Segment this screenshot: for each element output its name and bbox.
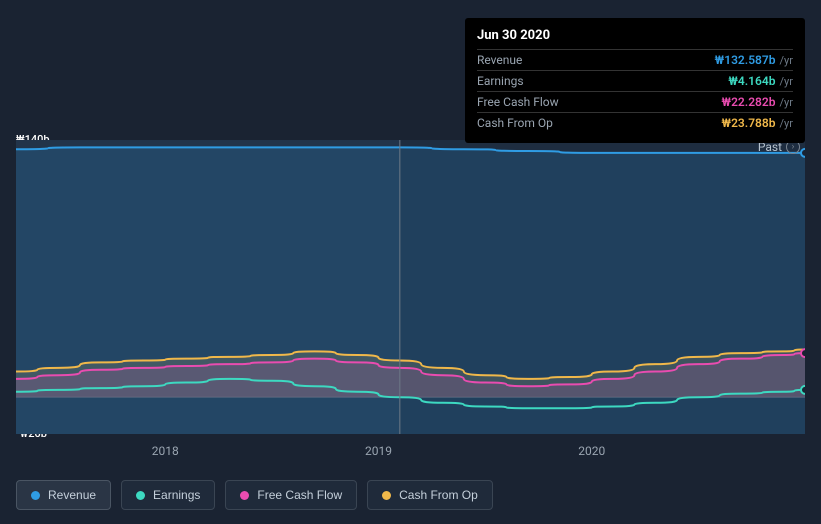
legend-item-label: Revenue	[48, 488, 96, 502]
tooltip-metric-value: ₩23.788b/yr	[722, 116, 793, 130]
legend-item-label: Cash From Op	[399, 488, 478, 502]
legend-item-revenue[interactable]: Revenue	[16, 480, 111, 510]
chart-tooltip: Jun 30 2020 Revenue ₩132.587b/yr Earnings ₩…	[465, 18, 805, 143]
tooltip-metric-value: ₩132.587b/yr	[715, 53, 793, 67]
legend-dot-icon	[136, 491, 145, 500]
tooltip-metric-value: ₩4.164b/yr	[728, 74, 793, 88]
tooltip-row: Revenue ₩132.587b/yr	[477, 49, 793, 70]
tooltip-metric-label: Revenue	[477, 53, 522, 67]
tooltip-row: Free Cash Flow ₩22.282b/yr	[477, 91, 793, 112]
tooltip-row: Cash From Op ₩23.788b/yr	[477, 112, 793, 133]
tooltip-row: Earnings ₩4.164b/yr	[477, 70, 793, 91]
legend-item-label: Free Cash Flow	[257, 488, 342, 502]
legend-dot-icon	[382, 491, 391, 500]
tooltip-metric-label: Cash From Op	[477, 116, 553, 130]
legend-item-earnings[interactable]: Earnings	[121, 480, 215, 510]
x-tick-label: 2019	[365, 444, 392, 458]
legend-dot-icon	[31, 491, 40, 500]
tooltip-metric-label: Earnings	[477, 74, 524, 88]
chart-legend: Revenue Earnings Free Cash Flow Cash From O…	[16, 480, 493, 510]
x-tick-label: 2020	[578, 444, 605, 458]
chart-container: ₩140b₩0-₩20b Past › 201820192020	[16, 120, 805, 464]
chart-plot[interactable]	[16, 140, 805, 434]
tooltip-date: Jun 30 2020	[477, 28, 793, 49]
tooltip-metric-label: Free Cash Flow	[477, 95, 559, 109]
legend-dot-icon	[240, 491, 249, 500]
legend-item-label: Earnings	[153, 488, 200, 502]
x-axis-labels: 2018 2019 2020	[16, 444, 805, 464]
tooltip-metric-value: ₩22.282b/yr	[722, 95, 793, 109]
legend-item-cash_from_op[interactable]: Cash From Op	[367, 480, 493, 510]
x-tick-label: 2018	[152, 444, 179, 458]
legend-item-free_cash_flow[interactable]: Free Cash Flow	[225, 480, 357, 510]
